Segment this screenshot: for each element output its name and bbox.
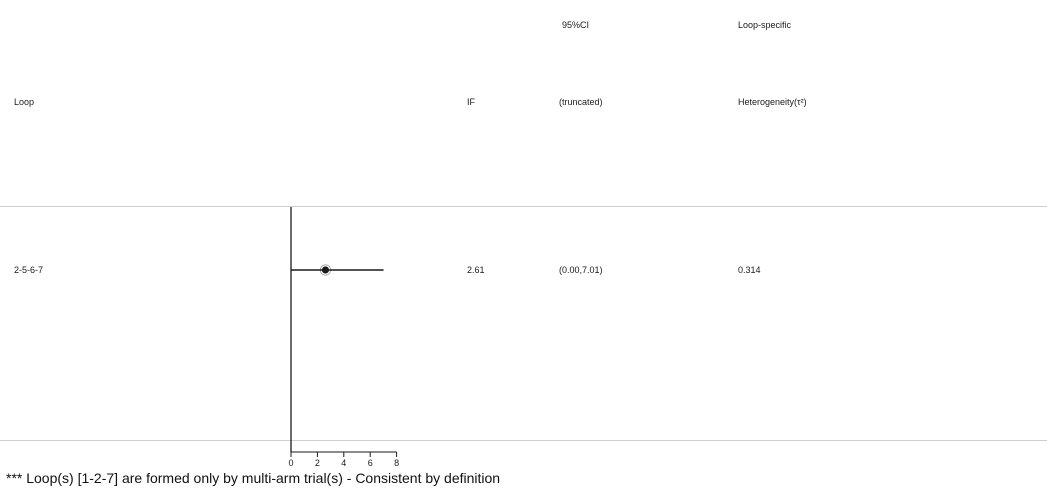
header-if: IF (467, 97, 475, 107)
row-loop-label: 2-5-6-7 (14, 265, 44, 275)
point-estimate-halo-2-5-6-7 (319, 264, 331, 276)
header-ci-top: 95%CI (562, 20, 590, 30)
x-tick-label-0: 0 (288, 458, 293, 468)
row-heterogeneity-value: 0.314 (738, 265, 761, 275)
header-heterogeneity-top: Loop-specific (738, 20, 792, 30)
plot-bottom-divider (0, 440, 1047, 441)
x-tick-label-2: 2 (315, 458, 320, 468)
point-estimate-2-5-6-7 (321, 266, 330, 274)
header-divider (0, 206, 1047, 207)
header-heterogeneity-bottom: Heterogeneity(τ²) (738, 97, 807, 107)
x-tick-label-6: 6 (368, 458, 373, 468)
footnote: *** Loop(s) [1-2-7] are formed only by m… (6, 470, 501, 486)
row-ci-value: (0.00,7.01) (559, 265, 603, 275)
x-tick-label-8: 8 (394, 458, 399, 468)
x-tick-label-4: 4 (341, 458, 346, 468)
header-ci-bottom: (truncated) (559, 97, 603, 107)
row-if-value: 2.61 (467, 265, 485, 275)
header-loop: Loop (14, 97, 35, 107)
